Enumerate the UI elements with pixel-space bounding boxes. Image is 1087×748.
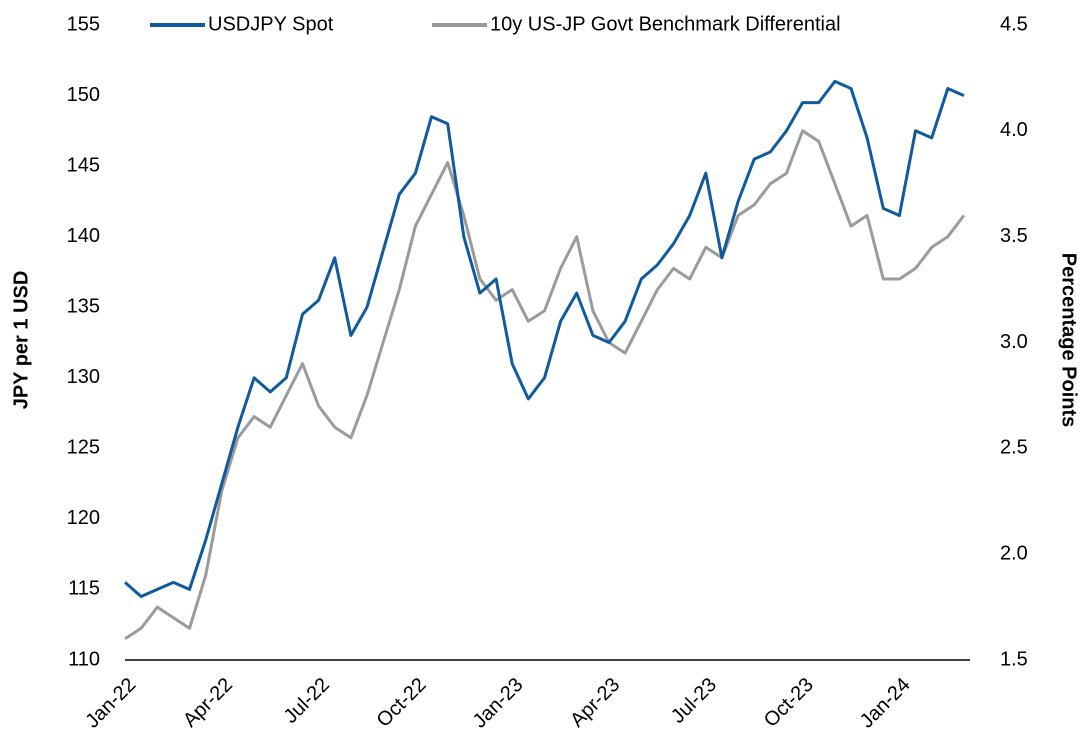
y2-tick-label: 2.5 [1000, 437, 1028, 459]
y-axis-label: JPY per 1 USD [10, 271, 32, 410]
y2-axis-label: Percentage Points [1058, 253, 1080, 428]
y2-tick-label: 3.0 [1000, 331, 1028, 353]
series-line [124, 129, 966, 641]
x-tick-label: Jan-22 [81, 674, 140, 733]
x-tick-label: Oct-23 [760, 674, 818, 732]
y2-tick-label: 2.0 [1000, 542, 1028, 564]
y-tick-label: 155 [67, 13, 100, 35]
x-tick-label: Apr-23 [566, 674, 624, 732]
y-tick-label: 140 [67, 225, 100, 247]
y2-tick-label: 3.5 [1000, 225, 1028, 247]
y-tick-label: 130 [67, 366, 100, 388]
y2-tick-label: 4.5 [1000, 13, 1028, 35]
y-tick-label: 135 [67, 296, 100, 318]
y-tick-label: 110 [68, 648, 100, 670]
y-tick-label: 150 [67, 84, 100, 106]
x-tick-label: Jan-24 [856, 674, 915, 733]
y-tick-label: 125 [67, 437, 100, 459]
x-tick-label: Oct-22 [373, 674, 431, 732]
y-tick-label: 115 [68, 578, 100, 600]
series-line [124, 79, 965, 598]
y-tick-label: 145 [67, 154, 100, 176]
x-tick-label: Jul-22 [280, 674, 334, 728]
y2-tick-label: 4.0 [1000, 119, 1028, 141]
x-tick-label: Jan-23 [469, 674, 528, 733]
legend-label: USDJPY Spot [208, 13, 334, 35]
x-tick-label: Apr-22 [179, 674, 237, 732]
legend-label: 10y US-JP Govt Benchmark Differential [490, 13, 841, 35]
y-tick-label: 120 [67, 507, 100, 529]
y2-tick-label: 1.5 [1000, 648, 1028, 670]
x-tick-label: Jul-23 [667, 674, 721, 728]
